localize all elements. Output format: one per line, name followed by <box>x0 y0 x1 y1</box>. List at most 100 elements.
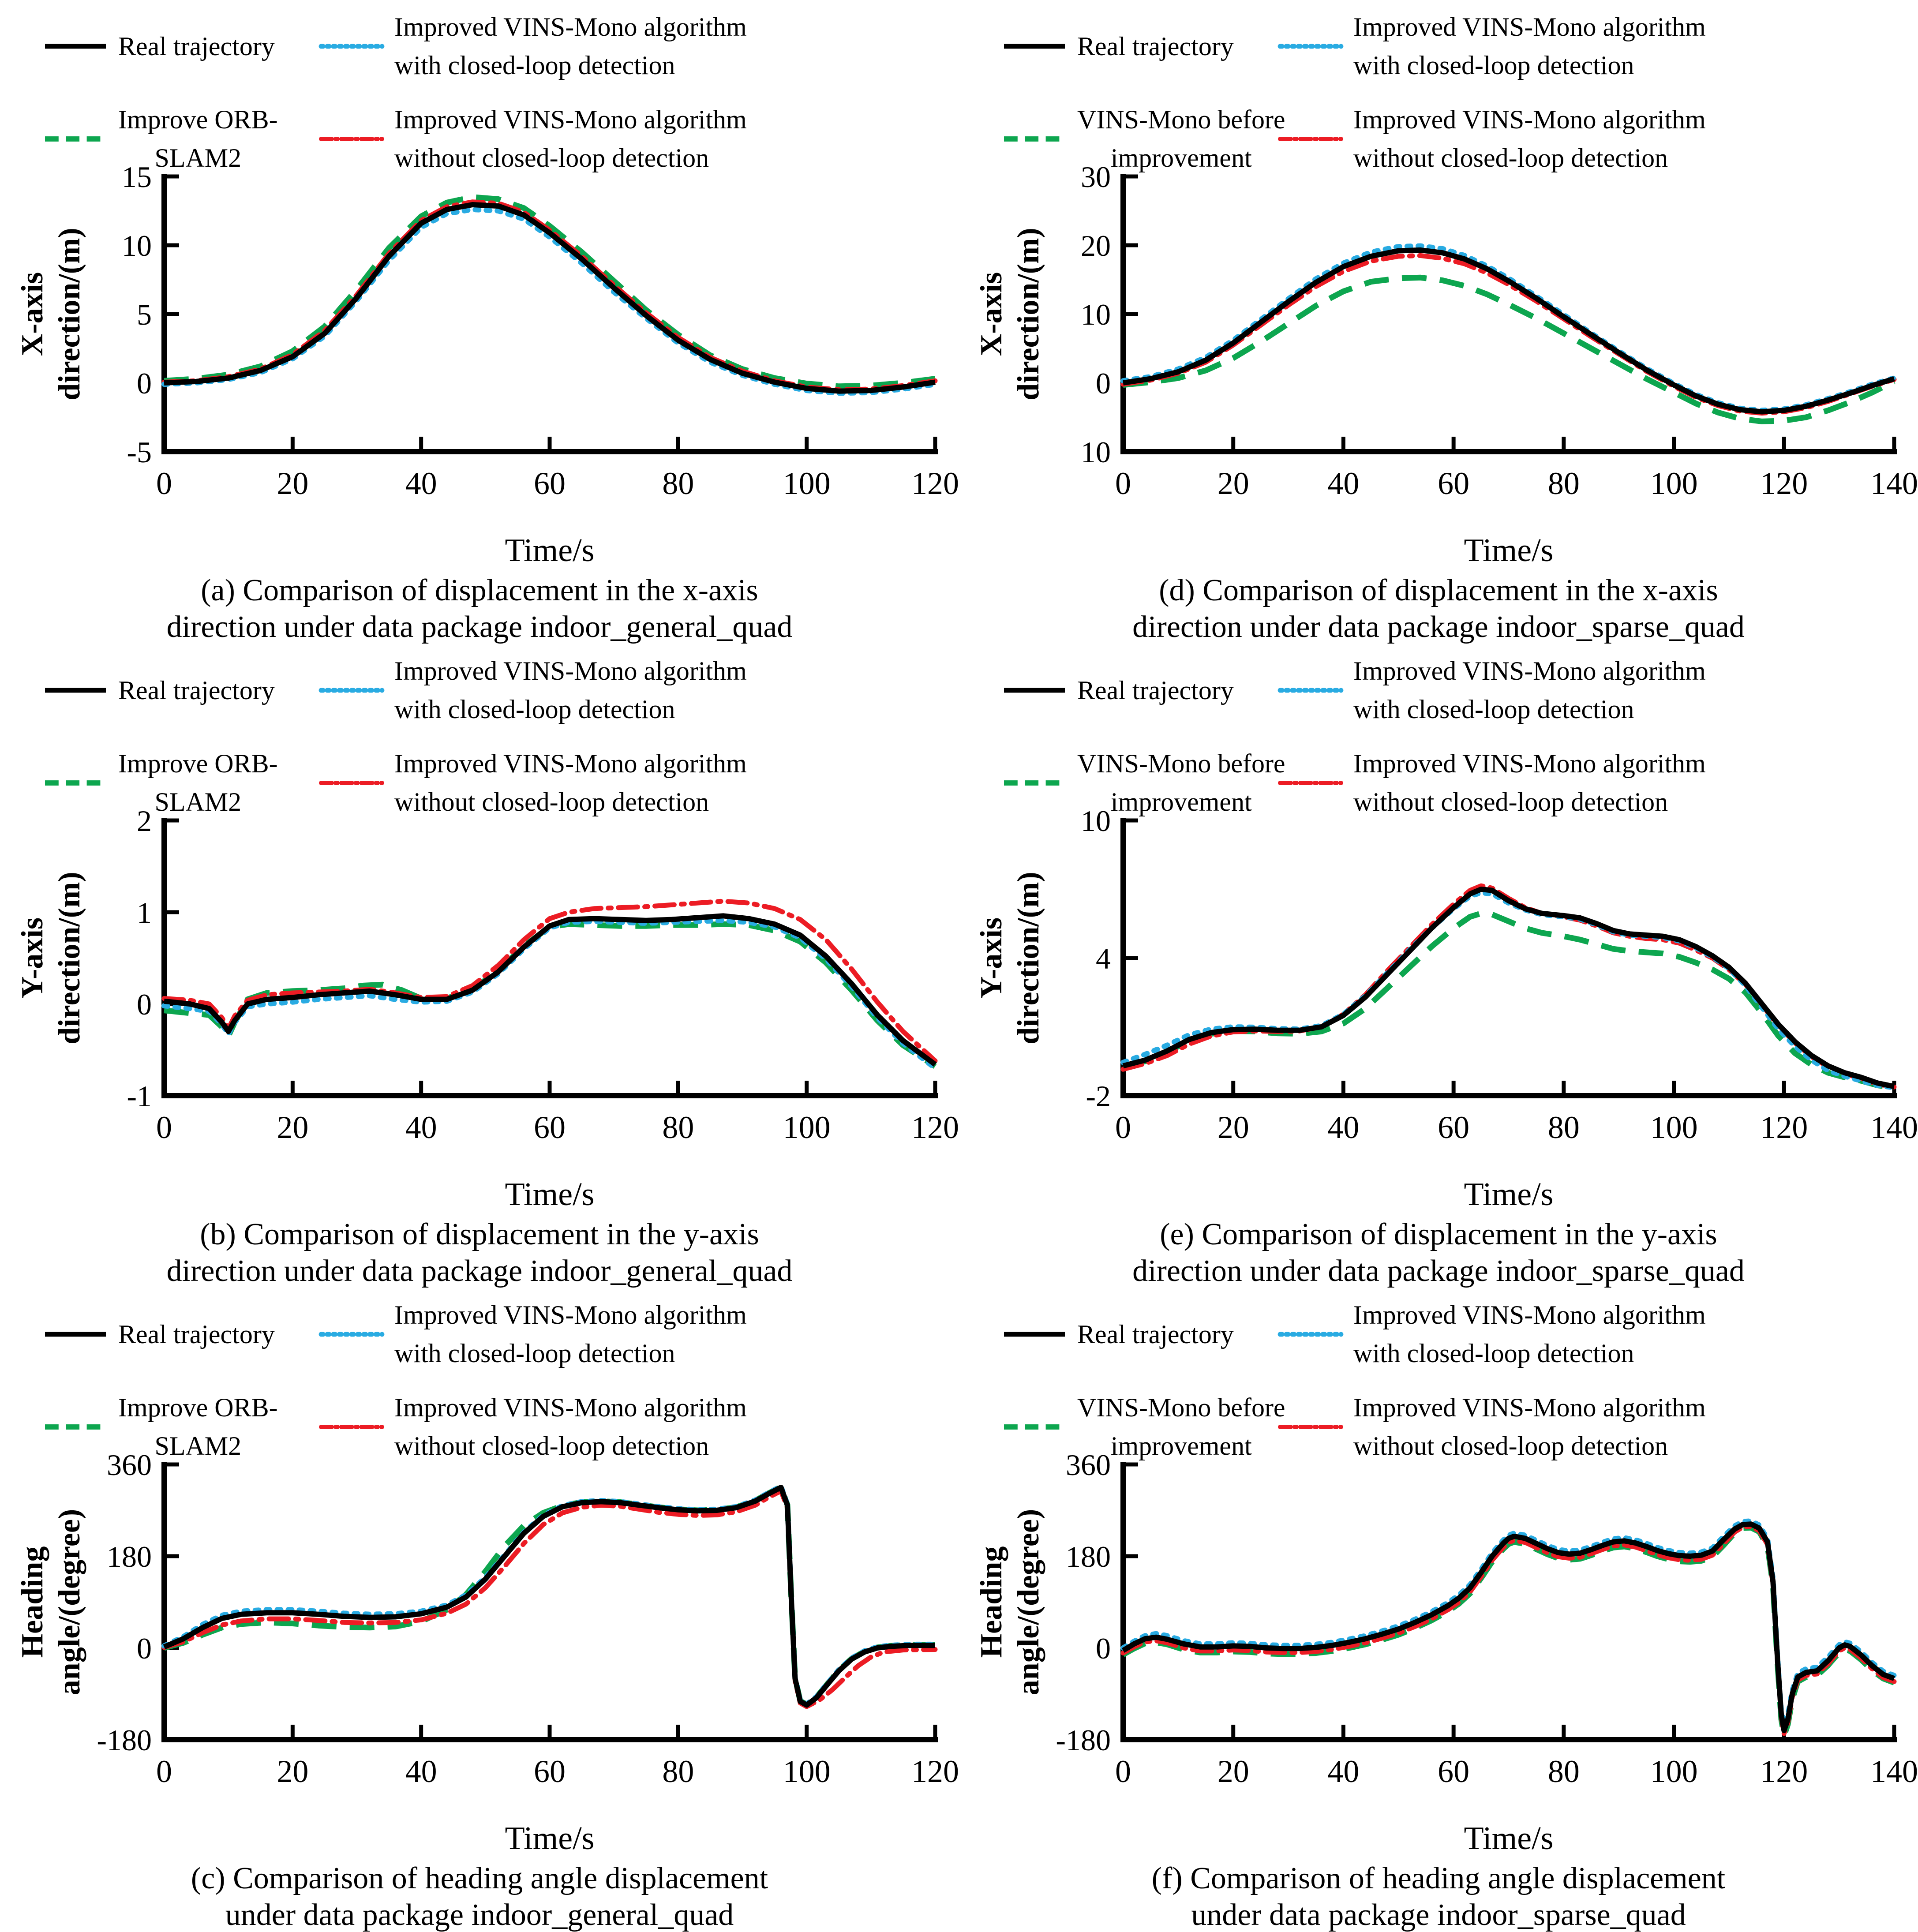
legend-item-improved-vins-without-loop: Improved VINS-Mono algorithm without clos… <box>318 745 955 821</box>
y-axis-label-line: Heading <box>15 1546 49 1658</box>
legend-item-real-trajectory: Real trajectory <box>42 671 307 710</box>
y-tick-label: 0 <box>137 1632 152 1665</box>
x-tick-label: 120 <box>1760 466 1808 501</box>
legend-item-improved-vins-without-loop: Improved VINS-Mono algorithm without clos… <box>318 1389 955 1465</box>
legend-item-improved-vins-without-loop: Improved VINS-Mono algorithm without clos… <box>1277 745 1914 821</box>
x-tick-label: 140 <box>1870 1754 1918 1789</box>
caption-line-2: direction under data package indoor_gene… <box>166 1254 793 1288</box>
x-tick-label: 20 <box>277 466 308 501</box>
series-black <box>1121 1521 1896 1734</box>
caption-a: (a) Comparison of displacement in the x-… <box>0 573 959 644</box>
series-red <box>161 1488 938 1709</box>
black-line-sample-icon <box>1004 1332 1065 1337</box>
x-tick-label: 40 <box>405 466 437 501</box>
legend-label: Real trajectory <box>1077 675 1234 705</box>
x-axis-title: Time/s <box>505 532 595 569</box>
y-tick-label: -1 <box>127 1079 152 1113</box>
legend-item-real-trajectory: Real trajectory <box>1001 671 1266 710</box>
y-tick-label: 4 <box>1096 942 1111 975</box>
green-line-sample-icon <box>45 1424 106 1430</box>
legend-label: Improved VINS-Mono algorithm with closed-… <box>1353 656 1706 724</box>
x-tick-label: 120 <box>1760 1754 1808 1789</box>
y-tick-label: -5 <box>127 435 152 469</box>
y-axis-label-line: direction/(m) <box>1011 228 1045 400</box>
x-axis-title: Time/s <box>1464 1820 1554 1857</box>
red-line-sample-icon <box>319 781 384 785</box>
x-tick-label: 0 <box>1115 1754 1131 1789</box>
y-tick-label: 0 <box>137 988 152 1021</box>
y-axis-label-line: direction/(m) <box>52 228 86 400</box>
x-tick-label: 100 <box>1650 466 1698 501</box>
x-tick-label: 120 <box>911 1754 959 1789</box>
y-axis-label-line: direction/(m) <box>52 872 86 1044</box>
panel-e: Real trajectory Improved VINS-Mono algori… <box>959 644 1918 1288</box>
x-tick-label: 80 <box>1548 466 1580 501</box>
y-tick-label: -180 <box>97 1723 152 1757</box>
legend-item-real-trajectory: Real trajectory <box>1001 27 1266 66</box>
legend-label: Improved VINS-Mono algorithm with closed-… <box>1353 1300 1706 1368</box>
panel-c: Real trajectory Improved VINS-Mono algori… <box>0 1288 959 1932</box>
series-red <box>1120 883 1897 1090</box>
legend-item-improved-vins-with-loop: Improved VINS-Mono algorithm with closed-… <box>1277 1296 1914 1373</box>
legend-b: Real trajectory Improved VINS-Mono algori… <box>0 644 959 816</box>
x-tick-label: 60 <box>1438 1110 1469 1145</box>
y-tick-label: 0 <box>1096 1632 1111 1665</box>
x-tick-label: 60 <box>534 466 566 501</box>
legend-label: Improved VINS-Mono algorithm without clos… <box>1353 749 1706 816</box>
caption-line-1: (c) Comparison of heading angle displace… <box>191 1861 768 1895</box>
caption-line-2: direction under data package indoor_spar… <box>1132 1254 1745 1288</box>
series-green <box>1122 910 1895 1091</box>
x-tick-label: 80 <box>1548 1754 1580 1789</box>
blue-line-sample-icon <box>318 44 385 49</box>
blue-line-sample-icon <box>1277 44 1344 49</box>
caption-line-2: under data package indoor_general_quad <box>225 1898 734 1932</box>
y-axis-label-line: direction/(m) <box>1011 872 1045 1044</box>
legend-label: VINS-Mono before improvement <box>1077 105 1285 172</box>
x-tick-label: 100 <box>783 466 831 501</box>
series-black <box>1123 247 1895 415</box>
caption-line-2: direction under data package indoor_spar… <box>1132 610 1745 644</box>
y-tick-label: 360 <box>1066 1452 1111 1482</box>
green-line-sample-icon <box>45 136 106 142</box>
y-tick-label: 180 <box>1066 1540 1111 1573</box>
x-tick-label: 80 <box>662 1754 694 1789</box>
black-line-sample-icon <box>45 1332 106 1337</box>
series-green <box>1123 274 1896 424</box>
caption-line-1: (e) Comparison of displacement in the y-… <box>1160 1217 1717 1251</box>
y-tick-label: 360 <box>107 1452 152 1482</box>
legend-label: Improve ORB- SLAM2 <box>118 105 278 172</box>
red-line-sample-icon <box>1278 781 1343 785</box>
caption-line-2: direction under data package indoor_gene… <box>166 610 793 644</box>
x-tick-label: 40 <box>1327 466 1359 501</box>
series-black <box>164 202 936 394</box>
x-tick-label: 20 <box>277 1110 308 1145</box>
legend-label: Real trajectory <box>118 675 275 705</box>
x-tick-label: 20 <box>277 1754 308 1789</box>
legend-item-vins-mono-before-improvement: VINS-Mono before improvement <box>1001 745 1285 821</box>
legend-d: Real trajectory Improved VINS-Mono algori… <box>959 0 1918 172</box>
series-blue <box>1120 243 1897 413</box>
legend-item-real-trajectory: Real trajectory <box>42 1315 307 1354</box>
panel-a: Real trajectory Improved VINS-Mono algori… <box>0 0 959 644</box>
caption-b: (b) Comparison of displacement in the y-… <box>0 1217 959 1288</box>
chart-e-canvas: 10 4 -20 20 40 60 80 100 120 140 Y-axis direction/(… <box>974 808 1918 1145</box>
x-tick-label: 80 <box>662 1110 694 1145</box>
x-tick-label: 20 <box>1217 466 1249 501</box>
caption-line-1: (a) Comparison of displacement in the x-… <box>201 573 758 607</box>
black-line-sample-icon <box>45 44 106 49</box>
x-tick-label: 20 <box>1217 1754 1249 1789</box>
y-tick-label: 30 <box>1081 164 1111 194</box>
y-tick-label: 10 <box>1081 435 1111 469</box>
legend-label: Improved VINS-Mono algorithm with closed-… <box>394 656 747 724</box>
x-tick-label: 120 <box>1760 1110 1808 1145</box>
legend-label: Improved VINS-Mono algorithm without clos… <box>394 1393 747 1460</box>
legend-label: Improved VINS-Mono algorithm without clos… <box>394 749 747 816</box>
x-tick-label: 60 <box>1438 1754 1469 1789</box>
caption-line-2: under data package indoor_sparse_quad <box>1191 1898 1686 1932</box>
x-tick-label: 100 <box>1650 1754 1698 1789</box>
legend-item-real-trajectory: Real trajectory <box>1001 1315 1266 1354</box>
legend-c: Real trajectory Improved VINS-Mono algori… <box>0 1288 959 1460</box>
